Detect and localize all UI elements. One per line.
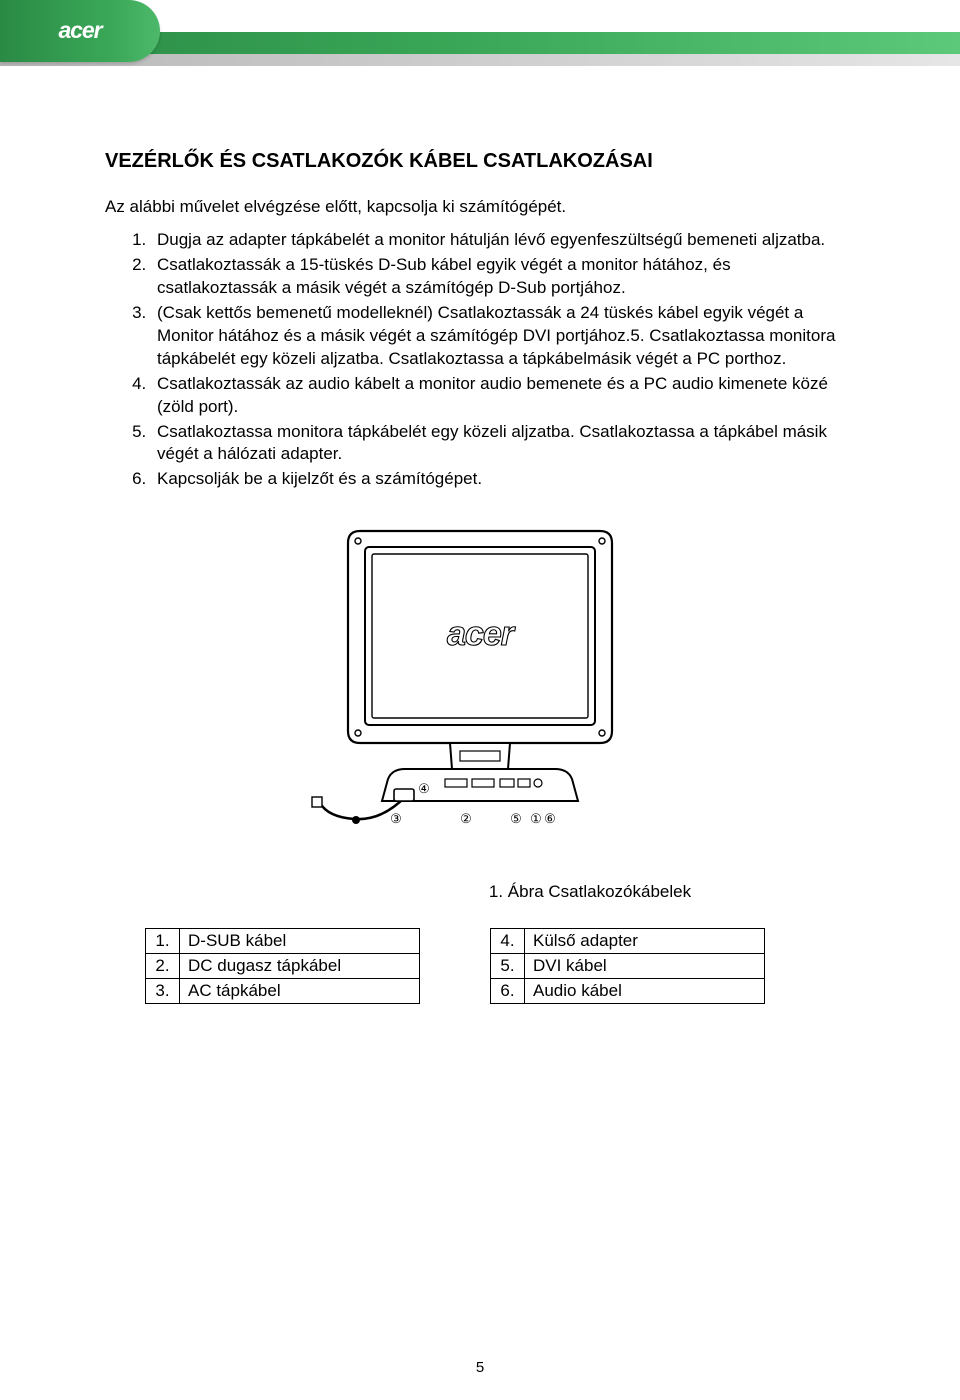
cable-num: 6. <box>491 979 525 1004</box>
table-row: 1. D-SUB kábel <box>146 929 420 954</box>
cable-label: AC tápkábel <box>180 979 420 1004</box>
figure-caption: 1. Ábra Csatlakozókábelek <box>105 882 855 902</box>
cable-label: Külső adapter <box>525 929 765 954</box>
cable-label: Audio kábel <box>525 979 765 1004</box>
svg-text:③: ③ <box>390 811 402 826</box>
table-row: 6. Audio kábel <box>491 979 765 1004</box>
cable-num: 5. <box>491 954 525 979</box>
steps-list: Dugja az adapter tápkábelét a monitor há… <box>105 229 855 491</box>
step-item: Csatlakoztassa monitora tápkábelét egy k… <box>151 421 855 467</box>
svg-text:acer: acer <box>447 615 516 653</box>
step-item: Kapcsolják be a kijelzőt és a számítógép… <box>151 468 855 491</box>
page-title: VEZÉRLŐK ÉS CSATLAKOZÓK KÁBEL CSATLAKOZÁ… <box>105 150 855 173</box>
table-row: 5. DVI kábel <box>491 954 765 979</box>
cable-label: D-SUB kábel <box>180 929 420 954</box>
cable-num: 1. <box>146 929 180 954</box>
monitor-diagram-icon: acer ④ ③ ② <box>310 521 650 856</box>
figure-container: acer ④ ③ ② <box>105 521 855 856</box>
svg-text:⑥: ⑥ <box>544 811 556 826</box>
cable-num: 2. <box>146 954 180 979</box>
table-row: 4. Külső adapter <box>491 929 765 954</box>
intro-text: Az alábbi művelet elvégzése előtt, kapcs… <box>105 197 855 217</box>
svg-text:④: ④ <box>418 781 430 796</box>
table-row: 2. DC dugasz tápkábel <box>146 954 420 979</box>
table-row: 3. AC tápkábel <box>146 979 420 1004</box>
cable-table-left: 1. D-SUB kábel 2. DC dugasz tápkábel 3. … <box>145 928 420 1004</box>
brand-logo-badge: acer <box>0 0 160 62</box>
page-number: 5 <box>0 1359 960 1376</box>
svg-text:①: ① <box>530 811 542 826</box>
cable-label: DC dugasz tápkábel <box>180 954 420 979</box>
cable-num: 4. <box>491 929 525 954</box>
step-item: Dugja az adapter tápkábelét a monitor há… <box>151 229 855 252</box>
step-item: Csatlakoztassák a 15-tüskés D-Sub kábel … <box>151 254 855 300</box>
svg-text:acer: acer <box>58 17 104 43</box>
cable-label: DVI kábel <box>525 954 765 979</box>
step-item: (Csak kettős bemenetű modelleknél) Csatl… <box>151 302 855 371</box>
cable-num: 3. <box>146 979 180 1004</box>
page-header: acer <box>0 0 960 80</box>
acer-logo-icon: acer <box>25 14 135 48</box>
svg-text:②: ② <box>460 811 472 826</box>
svg-text:⑤: ⑤ <box>510 811 522 826</box>
page-content: VEZÉRLŐK ÉS CSATLAKOZÓK KÁBEL CSATLAKOZÁ… <box>0 90 960 1004</box>
cable-tables-row: 1. D-SUB kábel 2. DC dugasz tápkábel 3. … <box>105 928 855 1004</box>
cable-table-right: 4. Külső adapter 5. DVI kábel 6. Audio k… <box>490 928 765 1004</box>
step-item: Csatlakoztassák az audio kábelt a monito… <box>151 373 855 419</box>
